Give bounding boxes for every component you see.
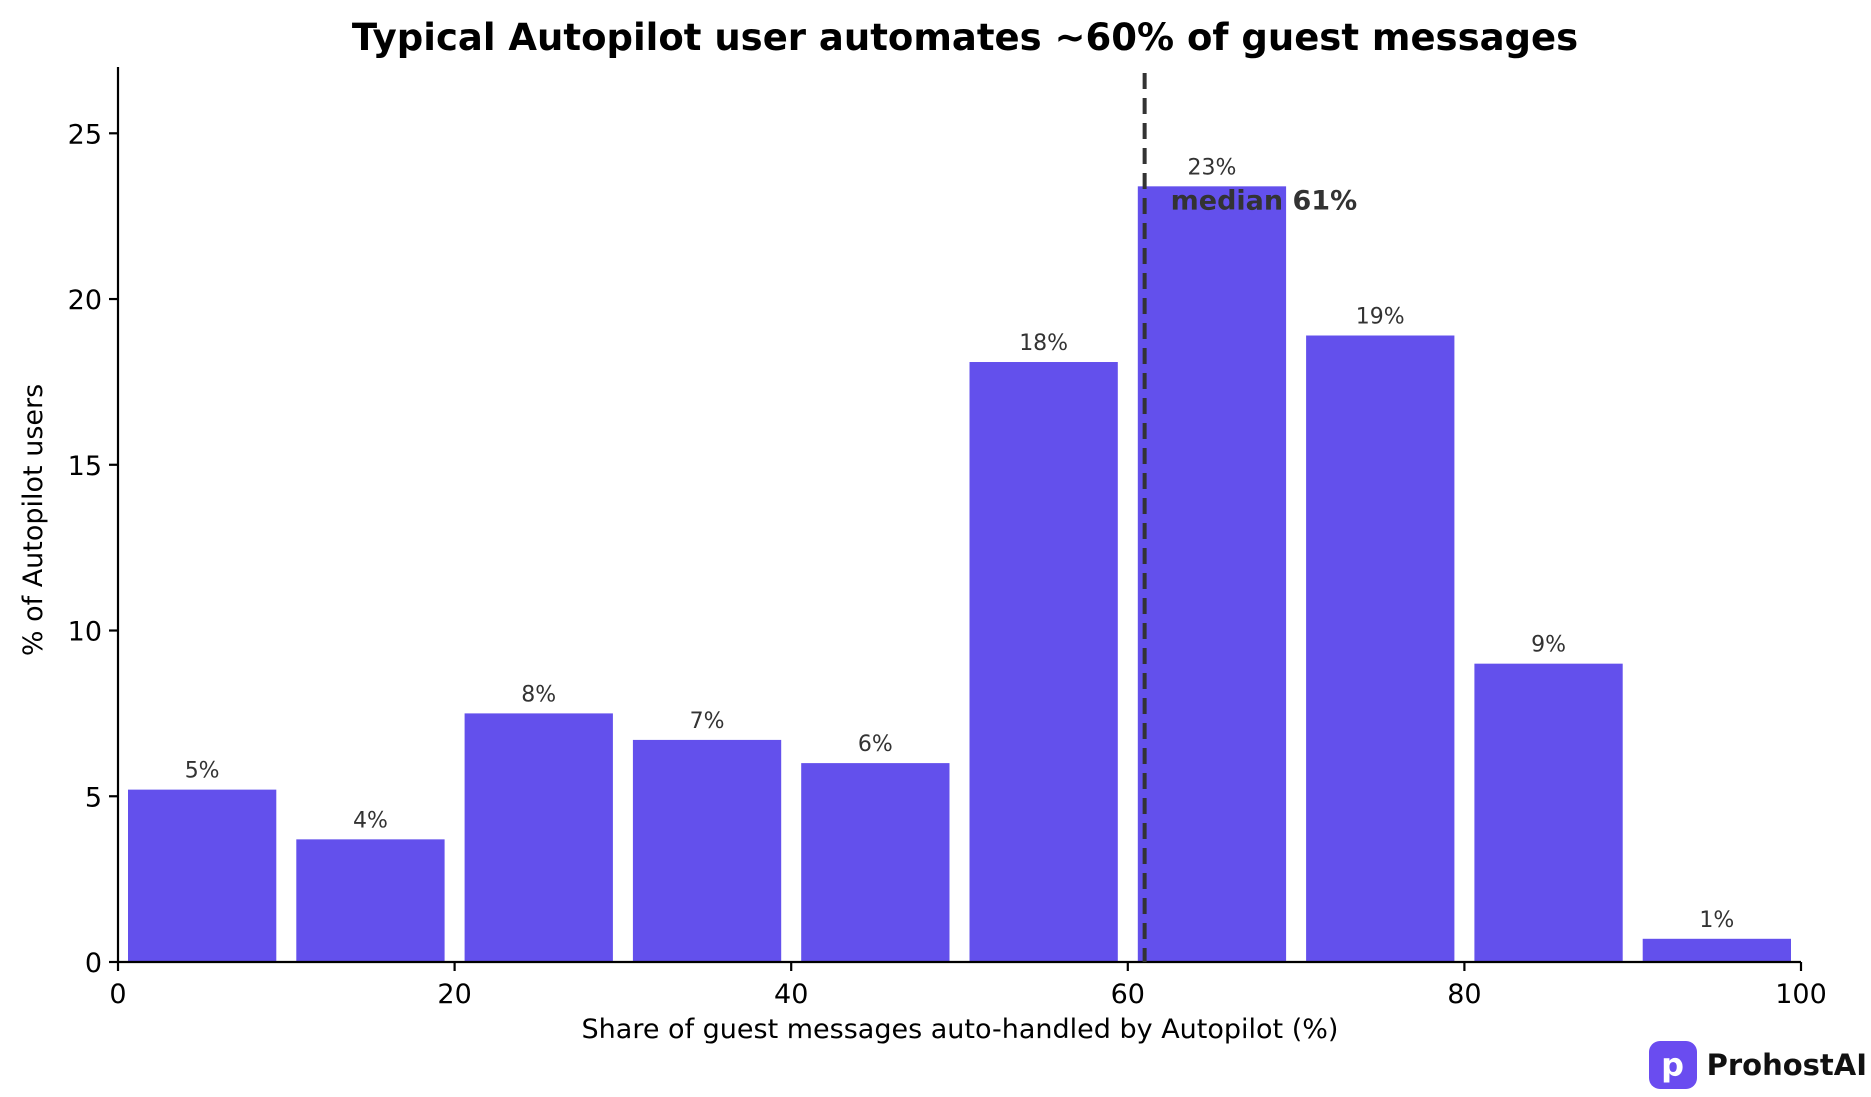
y-axis-title: % of Autopilot users: [18, 384, 49, 656]
y-tick-label-15: 15: [68, 451, 102, 482]
data-label-80-90: 9%: [1531, 633, 1566, 658]
prohostai-logo-icon: p: [1648, 1041, 1697, 1089]
x-tick-label-40: 40: [774, 979, 808, 1010]
y-tick-label-5: 5: [85, 782, 102, 813]
bar-90-100: [1642, 938, 1791, 962]
data-label-0-10: 5%: [185, 759, 220, 784]
data-label-90-100: 1%: [1699, 908, 1734, 933]
x-tick-label-60: 60: [1111, 979, 1145, 1010]
chart-title: Typical Autopilot user automates ~60% of…: [352, 16, 1578, 59]
brand-name: ProhostAI: [1706, 1048, 1867, 1082]
data-label-30-40: 7%: [690, 709, 725, 734]
x-tick-label-100: 100: [1775, 979, 1827, 1010]
bar-60-70: [1137, 186, 1287, 963]
bar-0-10: [128, 789, 277, 962]
y-axis-ticks: 0 5 10 15 20 25: [68, 119, 118, 979]
y-tick-label-25: 25: [68, 119, 102, 150]
median-label: median 61%: [1171, 186, 1358, 217]
data-label-20-30: 8%: [521, 682, 556, 707]
median-layer: median 61%: [1142, 73, 1358, 962]
bar-80-90: [1474, 663, 1623, 962]
data-label-70-80: 19%: [1356, 305, 1405, 330]
bar-50-60: [969, 362, 1118, 962]
data-label-40-50: 6%: [858, 732, 893, 757]
bar-30-40: [632, 739, 782, 962]
x-axis-ticks: 0 20 40 60 80 100: [109, 962, 1827, 1010]
bar-20-30: [464, 713, 613, 962]
x-tick-label-80: 80: [1447, 979, 1481, 1010]
bar-40-50: [801, 763, 950, 962]
bars-layer: [128, 186, 1791, 963]
bar-10-20: [296, 839, 445, 962]
data-label-60-70: 23%: [1187, 155, 1236, 180]
y-tick-label-0: 0: [85, 948, 102, 979]
y-tick-label-20: 20: [68, 285, 102, 316]
x-tick-label-20: 20: [437, 979, 471, 1010]
x-axis-title: Share of guest messages auto-handled by …: [582, 1014, 1339, 1045]
data-label-10-20: 4%: [353, 808, 388, 833]
data-labels-layer: 5% 4% 8% 7% 6% 18% 23% 19% 9% 1%: [185, 155, 1735, 932]
x-tick-label-0: 0: [109, 979, 126, 1010]
data-label-50-60: 18%: [1019, 331, 1068, 356]
bar-70-80: [1306, 335, 1455, 962]
brand-logo: p ProhostAI: [1648, 1041, 1867, 1089]
y-tick-label-10: 10: [68, 617, 102, 648]
